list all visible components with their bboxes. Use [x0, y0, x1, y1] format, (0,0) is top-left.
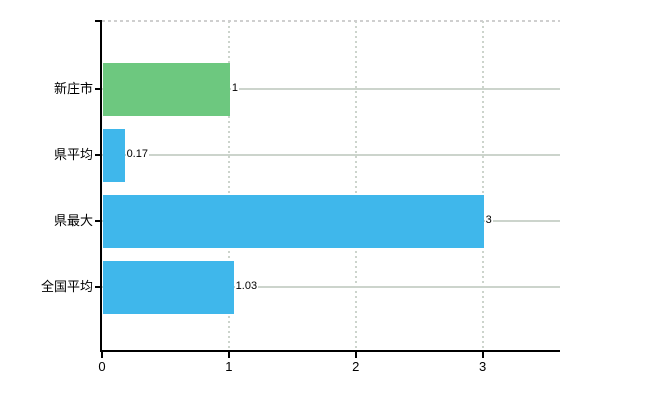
category-label: 県平均: [53, 147, 93, 162]
x-tick-label: 3: [478, 359, 487, 374]
v-gridline: [354, 21, 357, 351]
category-tick: [95, 220, 102, 222]
y-axis-top-tick: [95, 20, 102, 22]
x-tick-label: 2: [352, 359, 360, 374]
bar-value-label: 0.17: [125, 148, 149, 161]
x-tick: [227, 352, 230, 358]
category-label: 県最大: [53, 213, 93, 228]
y-axis-line: [100, 20, 102, 352]
v-gridline: [481, 21, 484, 351]
x-tick: [101, 352, 103, 358]
bar-value-label: 3: [484, 214, 493, 227]
category-tick: [95, 286, 102, 288]
bar-県平均: [103, 128, 125, 182]
x-tick: [354, 352, 357, 358]
x-tick-label: 1: [225, 359, 233, 374]
x-axis-line: [100, 350, 560, 352]
bar-value-label: 1.03: [234, 280, 259, 293]
bar-全国平均: [103, 260, 234, 314]
bar-新庄市: [103, 62, 230, 116]
h-gridline: [102, 286, 560, 288]
x-tick-label: 0: [98, 359, 106, 374]
bar-value-label: 1: [230, 82, 239, 95]
h-gridline: [102, 88, 560, 90]
plot-top-boundary-line: [102, 20, 560, 22]
category-tick: [95, 88, 102, 90]
category-label: 新庄市: [53, 81, 93, 96]
bar-県最大: [103, 194, 484, 248]
x-tick: [481, 352, 484, 358]
h-gridline: [102, 154, 560, 156]
category-label: 全国平均: [40, 279, 93, 294]
v-gridline: [227, 21, 230, 351]
category-tick: [95, 154, 102, 156]
